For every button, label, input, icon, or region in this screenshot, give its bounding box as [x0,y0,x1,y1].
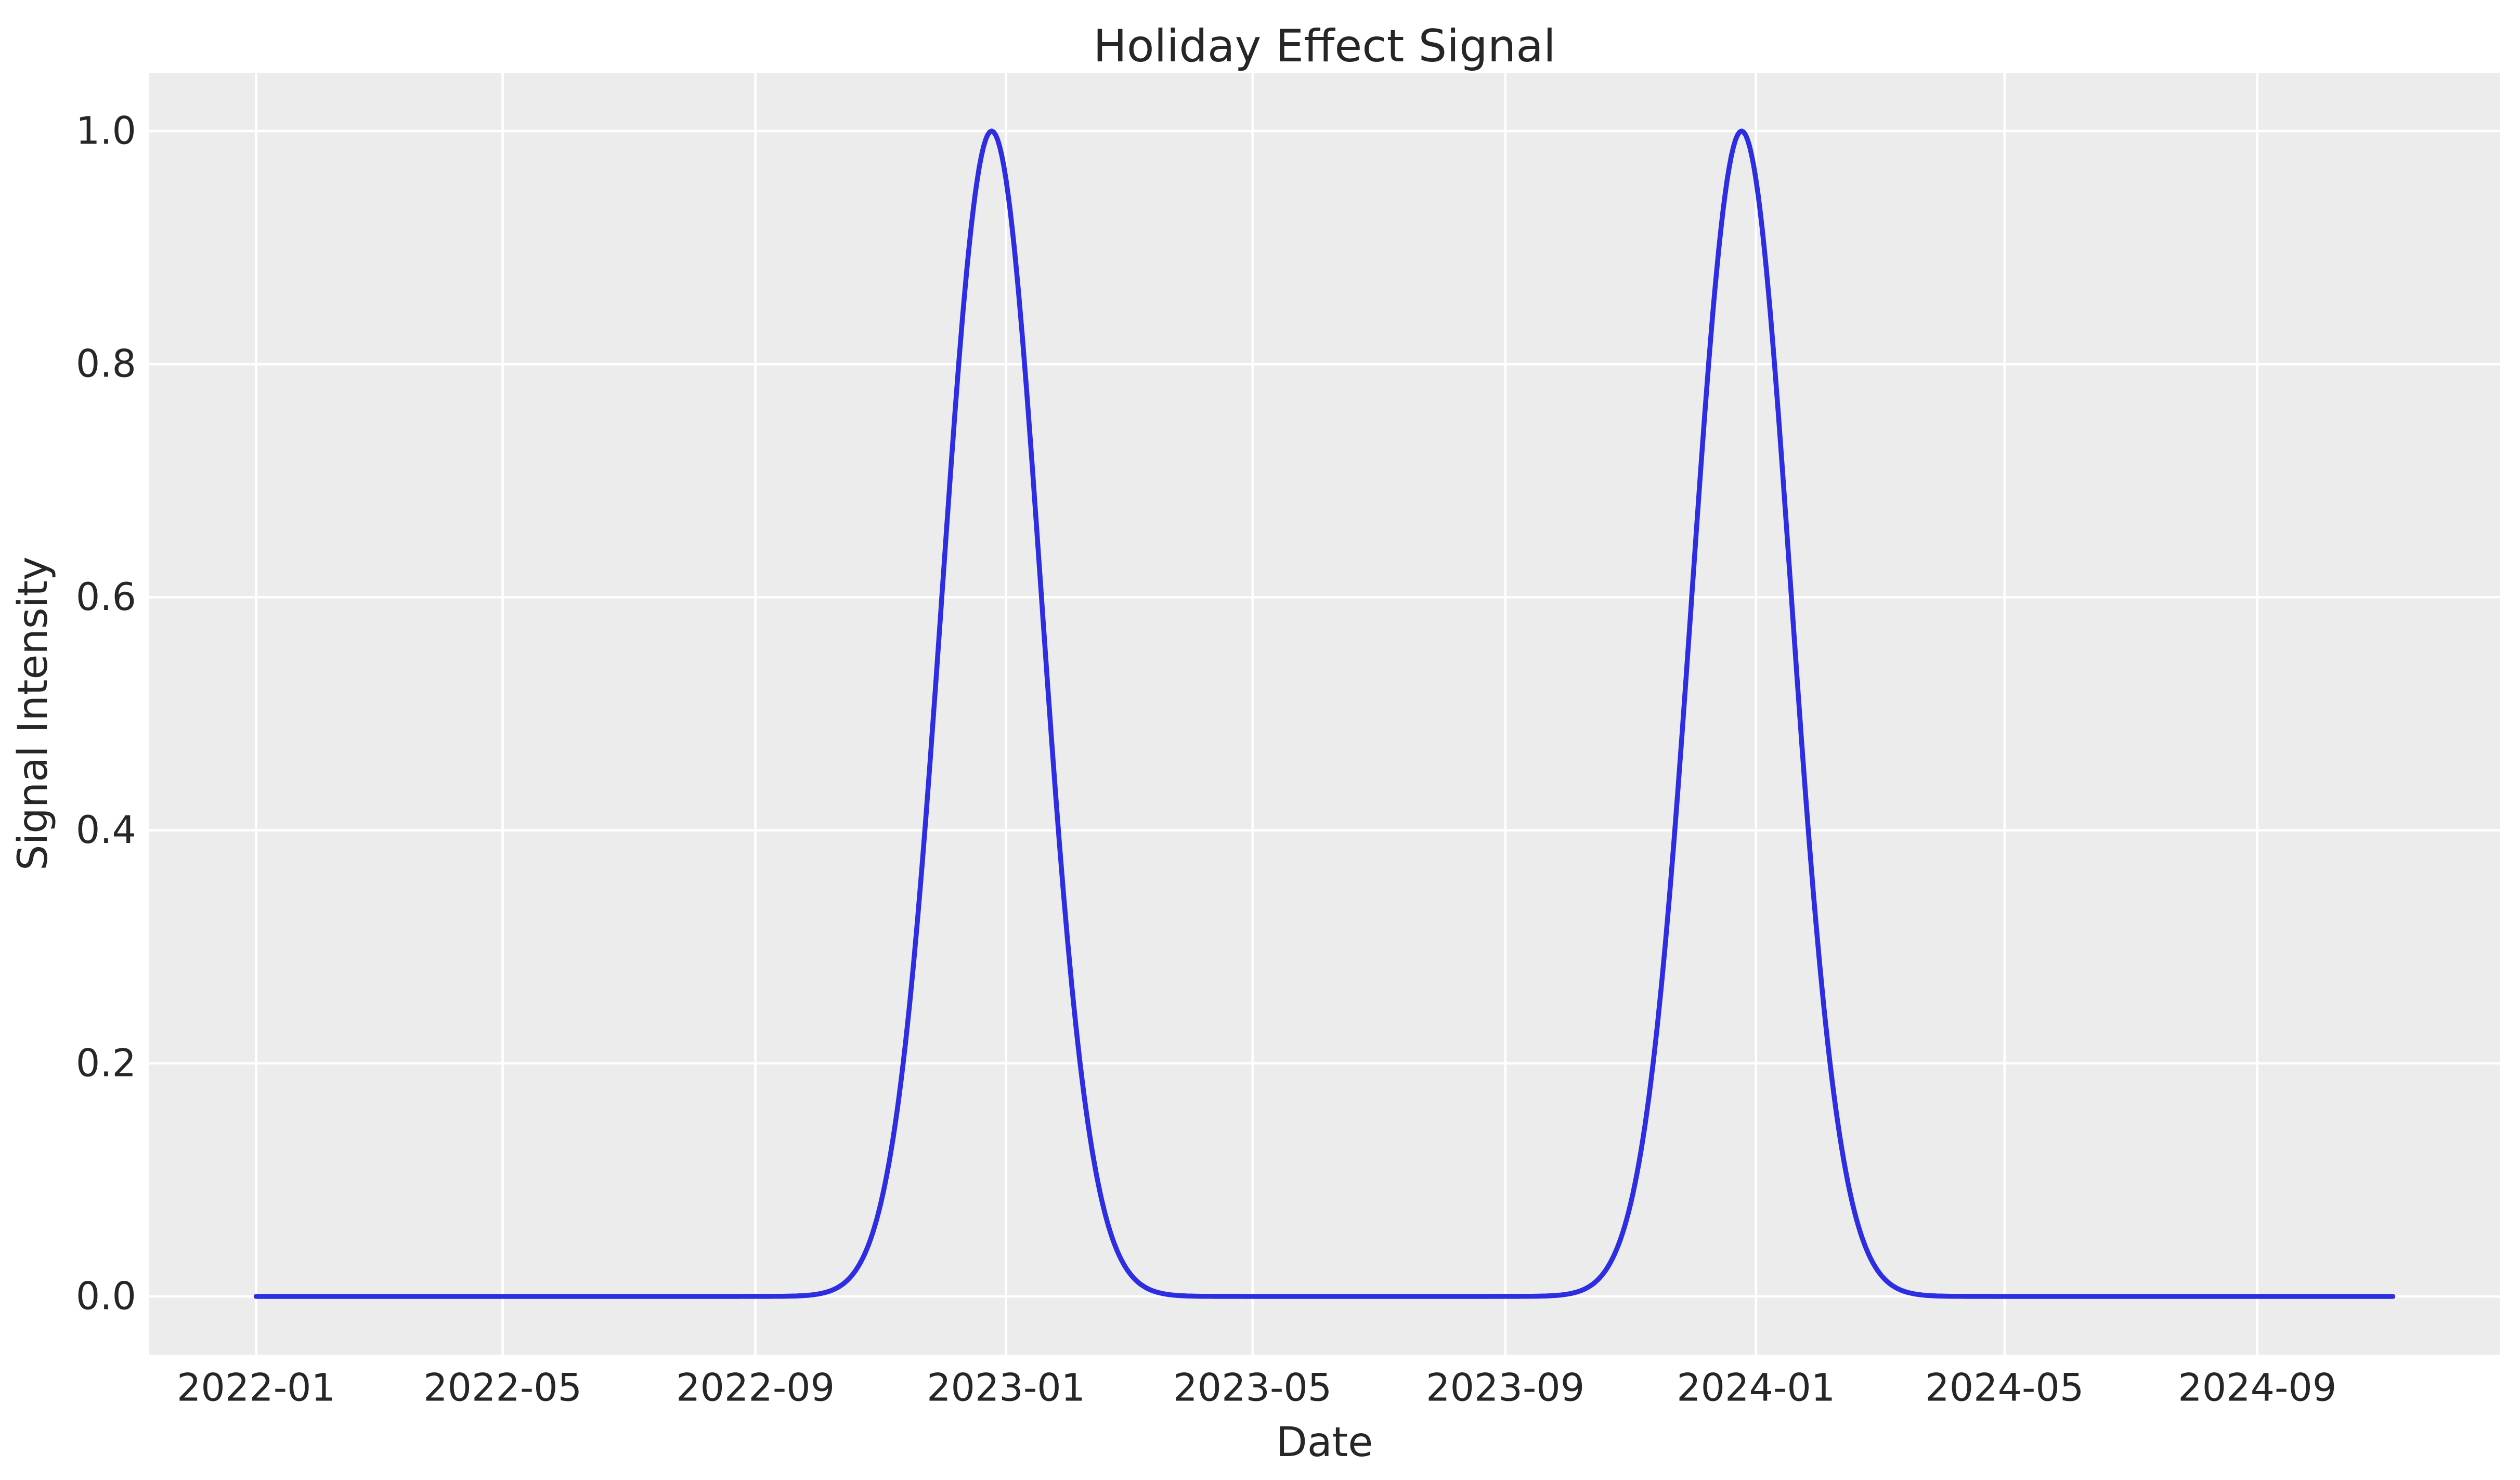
y-tick-label: 0.0 [76,1274,136,1318]
x-tick-label: 2022-01 [177,1366,335,1410]
x-tick-label: 2024-05 [1925,1366,2084,1410]
plot-area [149,73,2500,1355]
x-tick-label: 2023-05 [1173,1366,1332,1410]
x-tick-label: 2024-01 [1677,1366,1835,1410]
x-gridlines [255,73,2259,1355]
x-tick-label: 2023-01 [927,1366,1085,1410]
x-tick-label: 2024-09 [2178,1366,2336,1410]
y-tick-label: 0.8 [76,342,136,386]
x-tick-label: 2023-09 [1426,1366,1584,1410]
y-axis-label: Signal Intensity [10,556,57,871]
y-tick-label: 0.2 [76,1041,136,1085]
y-tick-labels: 0.0 0.2 0.4 0.6 0.8 1.0 [76,109,136,1319]
signal-line [253,128,2396,1299]
x-axis-label: Date [1276,1419,1373,1466]
y-tick-label: 1.0 [76,109,136,153]
x-tick-labels: 2022-01 2022-05 2022-09 2023-01 2023-05 2023-… [177,1366,2336,1410]
x-tick-label: 2022-05 [423,1366,582,1410]
x-tick-label: 2022-09 [676,1366,835,1410]
y-tick-label: 0.4 [76,808,136,852]
chart-title: Holiday Effect Signal [1093,20,1556,72]
y-tick-label: 0.6 [76,575,136,619]
